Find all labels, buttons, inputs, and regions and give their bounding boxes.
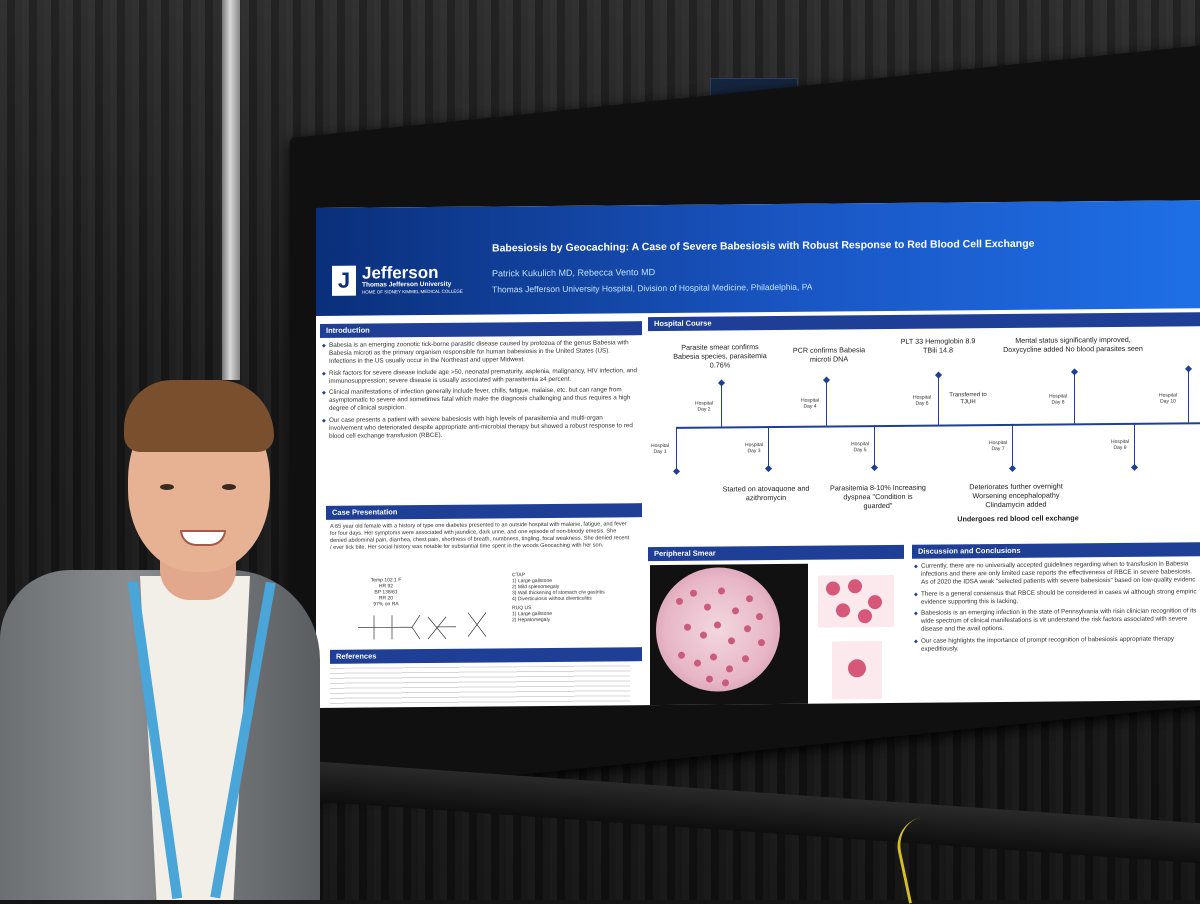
- event-started-therapy: Started on atovaquone and azithromycin: [722, 483, 810, 503]
- timeline-marker: [1184, 365, 1193, 373]
- timeline-tick: [826, 379, 828, 426]
- smear-field: [656, 566, 780, 693]
- logo-name: Jefferson: [362, 262, 439, 283]
- event-parasitemia: Parasitemia 8-10% Increasing dyspnea "Co…: [830, 482, 926, 511]
- poster-title: Babesiosis by Geocaching: A Case of Seve…: [492, 237, 1035, 255]
- discussion-text: Currently, there are no universally acce…: [914, 560, 1200, 657]
- timeline-tick: [721, 382, 723, 427]
- timeline-tick: [768, 426, 770, 469]
- intro-bullet: Our case presents a patient with severe …: [322, 414, 638, 441]
- smear-closeup-1: [818, 574, 894, 628]
- timeline-tick: [676, 426, 678, 471]
- peripheral-smear-heading: Peripheral Smear: [648, 544, 904, 562]
- references-heading: References: [330, 647, 642, 664]
- event-deteriorates: Deteriorates further overnight Worsening…: [969, 481, 1063, 510]
- timeline-tick: [1074, 371, 1076, 424]
- case-text: A 65 year old female with a history of t…: [330, 521, 630, 551]
- timeline-marker: [870, 464, 879, 472]
- case-presentation-heading: Case Presentation: [326, 503, 642, 520]
- presenter-eye: [160, 484, 174, 490]
- timeline-day-label: Hospital Day 5: [850, 441, 870, 454]
- event-pcr: PCR confirms Babesia microti DNA: [792, 345, 866, 364]
- timeline-marker: [1130, 463, 1139, 471]
- poster-affiliation: Thomas Jefferson University Hospital, Di…: [492, 281, 813, 295]
- presenter-eye: [222, 484, 236, 490]
- intro-bullet: Clinical manifestations of infection gen…: [322, 386, 638, 413]
- presenter: [0, 380, 330, 900]
- smear-micrograph: [650, 563, 808, 708]
- timeline-marker: [672, 467, 681, 475]
- timeline-marker: [1008, 464, 1017, 472]
- timeline-tick: [1012, 423, 1014, 468]
- discussion-bullet: Currently, there are no universally acce…: [914, 560, 1200, 587]
- poster-authors: Patrick Kukulich MD, Rebecca Vento MD: [492, 267, 656, 279]
- timeline-marker: [822, 376, 831, 384]
- timeline-marker: [717, 379, 726, 387]
- timeline-marker: [934, 371, 943, 379]
- vitals: Temp 102.1 F HR 92 BP 138/61 RR 20 97% o…: [356, 577, 416, 608]
- hospital-course-heading: Hospital Course: [648, 312, 1200, 332]
- booth-pole: [222, 0, 240, 380]
- poster: J Jefferson Thomas Jefferson University …: [316, 200, 1200, 708]
- timeline-marker: [764, 465, 773, 473]
- event-smear: Parasite smear confirms Babesia species,…: [673, 342, 767, 370]
- lab-fishbone-diagram: [358, 612, 487, 640]
- timeline-day-label: Hospital Day 9: [1110, 438, 1130, 452]
- discussion-bullet: There is a general consensus that RBCE s…: [914, 588, 1200, 607]
- jefferson-logo: J Jefferson Thomas Jefferson University …: [332, 262, 463, 296]
- event-transfer: Transferred to TJUH: [949, 392, 987, 406]
- event-labs: PLT 33 Hemoglobin 8.9 TBili 14.8: [900, 336, 976, 355]
- timeline-day-label: Hospital Day 2: [694, 400, 714, 413]
- discussion-bullet: Our case highlights the importance of pr…: [914, 635, 1200, 654]
- timeline-tick: [1134, 422, 1136, 467]
- ctap-item: 4) Diverticulosis without diverticulitis: [512, 595, 592, 603]
- timeline-marker: [1070, 368, 1079, 376]
- timeline-tick: [1188, 368, 1190, 423]
- logo-tagline: HOME OF SIDNEY KIMMEL MEDICAL COLLEGE: [362, 288, 463, 295]
- event-rbc-exchange: Undergoes red blood cell exchange: [957, 513, 1079, 524]
- references-list: [330, 665, 630, 706]
- timeline-tick: [874, 425, 876, 468]
- vital: 97% on RA: [373, 601, 399, 608]
- timeline-day-label: Hospital Day 6: [912, 394, 932, 407]
- discussion-heading: Discussion and Conclusions: [912, 542, 1200, 559]
- intro-bullet: Risk factors for severe disease include …: [322, 367, 638, 386]
- timeline-day-label: Hospital Day 3: [744, 442, 764, 455]
- intro-bullet: Babesia is an emerging zoonotic tick-bor…: [322, 339, 638, 366]
- event-improved: Mental status significantly improved, Do…: [1003, 334, 1143, 355]
- timeline-day-label: Hospital Day 7: [988, 439, 1008, 453]
- introduction-text: Babesia is an emerging zoonotic tick-bor…: [322, 339, 638, 444]
- imaging-findings: CTAP 1) Large gallstone 2) Mild splenome…: [512, 571, 622, 623]
- timeline-day-label: Hospital Day 1: [650, 442, 670, 456]
- ruq-item: 2) Hepatomegaly: [512, 616, 551, 624]
- smear-closeup-2: [832, 641, 882, 700]
- introduction-heading: Introduction: [320, 321, 642, 338]
- discussion-bullet: Babesiosis is an emerging infection in t…: [914, 607, 1200, 634]
- timeline-tick: [938, 374, 940, 425]
- timeline-day-label: Hospital Day 10: [1158, 392, 1178, 405]
- poster-header: J Jefferson Thomas Jefferson University …: [316, 200, 1200, 316]
- timeline-day-label: Hospital Day 4: [800, 397, 820, 410]
- jefferson-logo-icon: J: [332, 265, 356, 296]
- presenter-hair: [124, 380, 274, 452]
- timeline-day-label: Hospital Day 8: [1048, 393, 1068, 406]
